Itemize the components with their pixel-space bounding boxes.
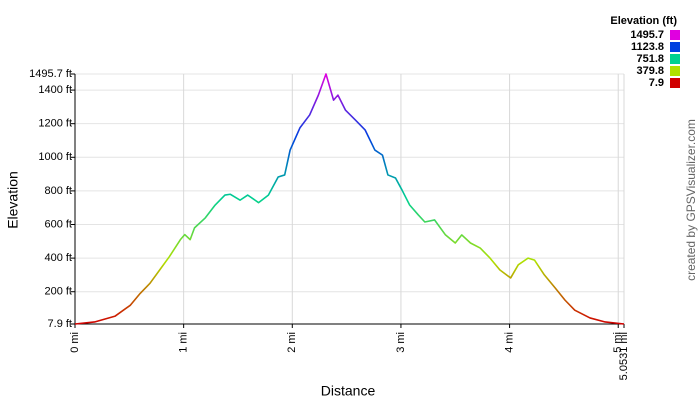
legend-swatch bbox=[670, 30, 680, 40]
x-tick-label: 4 mi bbox=[503, 332, 515, 353]
legend-label: 7.9 bbox=[649, 77, 664, 89]
legend-title: Elevation (ft) bbox=[610, 15, 677, 27]
x-tick-label: 3 mi bbox=[395, 332, 407, 353]
legend-swatch bbox=[670, 54, 680, 64]
elevation-line bbox=[74, 73, 625, 325]
y-tick-label: 400 ft bbox=[44, 252, 72, 264]
y-tick-label: 7.9 ft bbox=[48, 318, 72, 330]
y-tick-label: 1495.7 ft bbox=[29, 68, 72, 80]
legend-label: 1495.7 bbox=[630, 29, 664, 41]
legend-swatch bbox=[670, 42, 680, 52]
y-axis-label: Elevation bbox=[5, 171, 21, 229]
legend-swatch bbox=[670, 66, 680, 76]
y-tick-label: 200 ft bbox=[44, 286, 72, 298]
x-tick-label: 1 mi bbox=[178, 332, 190, 353]
y-tick-label: 1000 ft bbox=[38, 151, 72, 163]
y-tick-label: 600 ft bbox=[44, 218, 72, 230]
y-tick-label: 1200 ft bbox=[38, 118, 72, 130]
credit: created by GPSVisualizer.com bbox=[684, 119, 698, 281]
y-tick-label: 1400 ft bbox=[38, 84, 72, 96]
x-axis-label: Distance bbox=[321, 383, 376, 399]
x-tick-label: 5 mi bbox=[612, 332, 624, 353]
legend-label: 1123.8 bbox=[631, 41, 664, 53]
legend-label: 379.8 bbox=[636, 65, 664, 77]
x-tick-label: 5.0531 mi bbox=[618, 332, 630, 380]
x-tick-label: 2 mi bbox=[286, 332, 298, 353]
y-tick-label: 800 ft bbox=[44, 185, 72, 197]
x-tick-label: 0 mi bbox=[69, 332, 81, 353]
legend-swatch bbox=[670, 78, 680, 88]
legend-label: 751.8 bbox=[636, 53, 664, 65]
